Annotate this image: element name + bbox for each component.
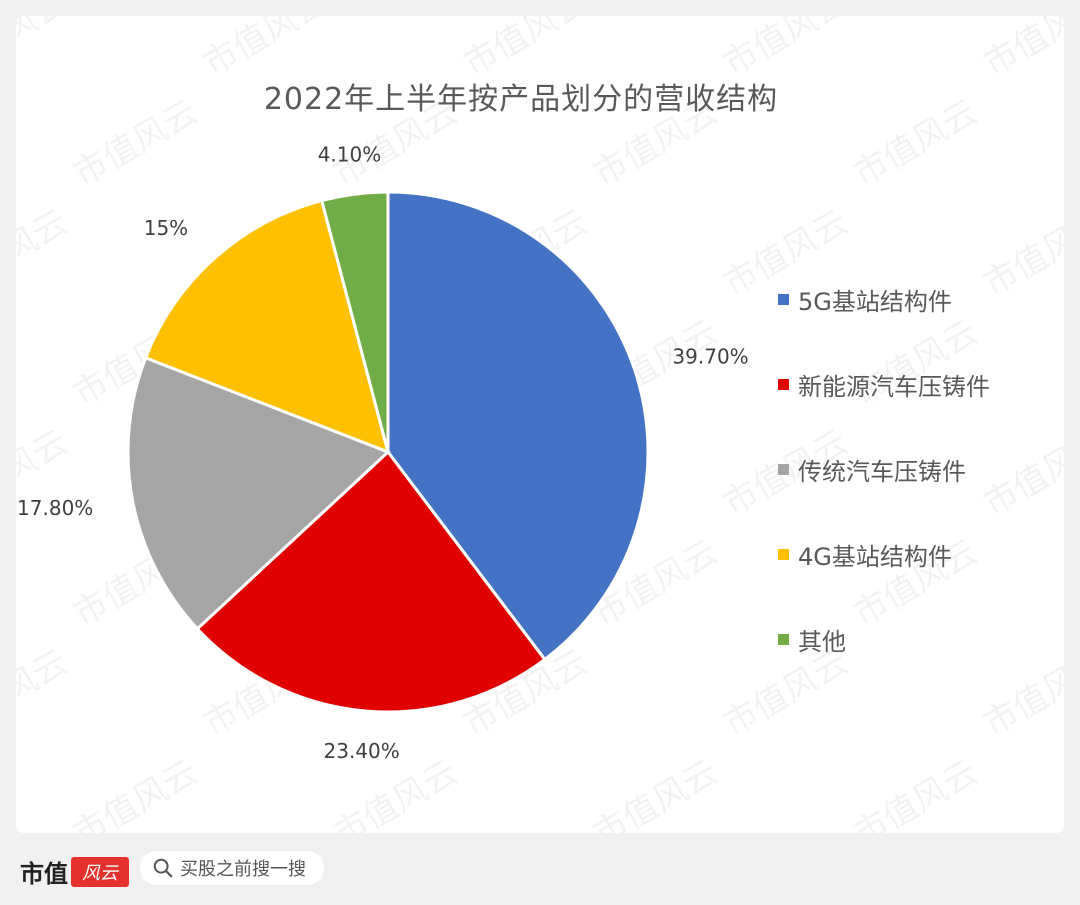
footer: 市值 风云 买股之前搜一搜 xyxy=(0,833,1080,905)
legend-item-nev: 新能源汽车压铸件 xyxy=(778,363,990,405)
pie-slice-nev xyxy=(195,449,547,714)
legend-label: 其他 xyxy=(798,627,846,656)
legend-label: 5G基站结构件 xyxy=(798,287,952,316)
data-label-nev: 23.40% xyxy=(324,739,400,763)
brand-name: 市值 xyxy=(20,859,68,888)
legend-swatch xyxy=(778,463,789,475)
legend-swatch xyxy=(778,293,789,305)
pie-chart: 39.70% 23.40% 17.80% 15% 4.10% xyxy=(17,142,749,763)
chart-card: 市值风云 市值风云 市值风云 市值风云 市值风云 市值风云 市值风云 市值风云 市值风云 市值风云… xyxy=(16,16,1064,833)
legend-item-5g: 5G基站结构件 xyxy=(778,278,990,320)
legend-swatch xyxy=(778,548,789,560)
legend-item-traditional: 传统汽车压铸件 xyxy=(778,448,990,490)
pie-slice-other xyxy=(319,190,390,453)
chart-title: 2022年上半年按产品划分的营收结构 xyxy=(263,82,779,117)
legend-item-other: 其他 xyxy=(778,618,990,660)
pie-slice-5g xyxy=(386,190,650,662)
data-label-5g: 39.70% xyxy=(672,345,748,369)
legend-item-4g: 4G基站结构件 xyxy=(778,533,990,575)
search-bar[interactable]: 买股之前搜一搜 xyxy=(140,851,324,885)
brand-logo[interactable]: 市值 风云 xyxy=(20,854,129,889)
legend-label: 4G基站结构件 xyxy=(798,542,952,571)
legend-label: 传统汽车压铸件 xyxy=(798,457,966,486)
data-label-traditional: 17.80% xyxy=(17,496,93,520)
data-label-4g: 15% xyxy=(144,216,188,240)
legend: 5G基站结构件 新能源汽车压铸件 传统汽车压铸件 4G基站结构件 其他 xyxy=(778,278,990,703)
pie-slice-4g xyxy=(143,198,391,455)
legend-swatch xyxy=(778,633,789,645)
search-icon xyxy=(153,858,173,878)
pie-slice-traditional xyxy=(126,355,391,631)
legend-label: 新能源汽车压铸件 xyxy=(798,372,990,401)
brand-logo-mark: 风云 xyxy=(71,856,129,887)
search-text: 买股之前搜一搜 xyxy=(180,859,306,880)
data-label-other: 4.10% xyxy=(318,142,382,166)
legend-swatch xyxy=(778,378,789,390)
